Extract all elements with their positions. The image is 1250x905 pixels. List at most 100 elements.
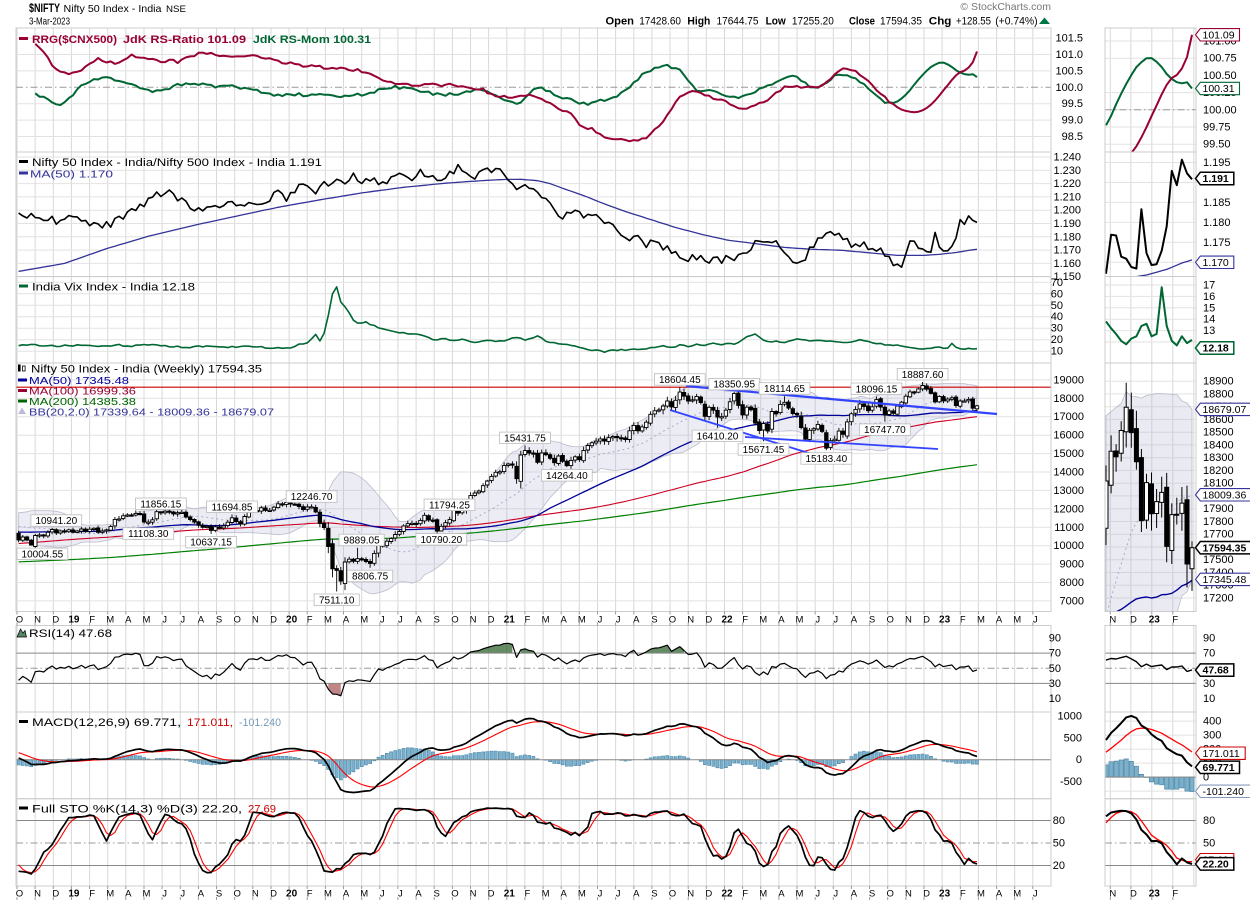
- svg-text:BB(20,2.0) 17339.64 - 18009.36: BB(20,2.0) 17339.64 - 18009.36 - 18679.0…: [29, 408, 275, 419]
- svg-text:-500: -500: [1060, 776, 1082, 788]
- svg-text:1.240: 1.240: [1053, 152, 1081, 164]
- svg-text:18604.45: 18604.45: [659, 375, 701, 386]
- svg-text:69.771: 69.771: [1203, 762, 1235, 774]
- svg-text:J: J: [162, 889, 167, 900]
- svg-text:Nifty 50 Index - India/Nifty 5: Nifty 50 Index - India/Nifty 500 Index -…: [32, 157, 322, 169]
- svg-text:12000: 12000: [1053, 503, 1084, 515]
- svg-text:7511.10: 7511.10: [319, 595, 355, 606]
- svg-text:12.18: 12.18: [1203, 343, 1229, 355]
- svg-text:10000: 10000: [1053, 540, 1084, 552]
- svg-text:40: 40: [1051, 311, 1063, 323]
- svg-text:JdK RS-Ratio 101.09: JdK RS-Ratio 101.09: [123, 34, 246, 46]
- svg-text:100.0: 100.0: [1055, 82, 1083, 94]
- svg-text:18500: 18500: [1203, 427, 1234, 439]
- svg-text:171.011: 171.011: [1203, 748, 1240, 760]
- svg-text:10790.20: 10790.20: [420, 535, 462, 546]
- svg-text:J: J: [180, 889, 185, 900]
- svg-text:10: 10: [1049, 693, 1061, 705]
- svg-text:101.09: 101.09: [1203, 29, 1235, 41]
- svg-text:18300: 18300: [1203, 452, 1234, 464]
- svg-text:90: 90: [1203, 633, 1215, 645]
- svg-text:18900: 18900: [1203, 376, 1234, 388]
- svg-text:300: 300: [1203, 730, 1221, 742]
- svg-text:16000: 16000: [1053, 430, 1084, 442]
- svg-text:18200: 18200: [1203, 465, 1234, 477]
- svg-text:17428.60: 17428.60: [639, 16, 681, 28]
- svg-text:23: 23: [939, 889, 951, 900]
- svg-text:J: J: [180, 614, 185, 625]
- svg-text:J: J: [616, 889, 621, 900]
- svg-text:13000: 13000: [1053, 485, 1084, 497]
- svg-text:80: 80: [1203, 815, 1215, 827]
- svg-text:J: J: [833, 889, 838, 900]
- svg-text:50: 50: [1053, 838, 1065, 850]
- svg-text:17255.20: 17255.20: [792, 16, 834, 28]
- svg-text:10: 10: [1051, 346, 1063, 358]
- svg-text:18800: 18800: [1203, 388, 1234, 400]
- svg-text:J: J: [598, 614, 603, 625]
- svg-text:47.68: 47.68: [1203, 665, 1229, 677]
- svg-text:1000: 1000: [1058, 711, 1082, 723]
- svg-text:400: 400: [1203, 716, 1221, 728]
- svg-text:1.180: 1.180: [1053, 231, 1081, 243]
- svg-text:17594.35: 17594.35: [880, 16, 922, 28]
- svg-text:-101.240: -101.240: [239, 717, 281, 729]
- svg-text:100.50: 100.50: [1203, 70, 1237, 82]
- svg-text:22: 22: [721, 889, 733, 900]
- svg-text:1.200: 1.200: [1053, 205, 1081, 217]
- svg-text:MA(100) 16999.36: MA(100) 16999.36: [29, 387, 137, 398]
- svg-text:MA(50) 1.170: MA(50) 1.170: [30, 170, 114, 181]
- svg-text:17: 17: [1203, 280, 1215, 292]
- svg-text:1.175: 1.175: [1203, 237, 1231, 249]
- svg-text:RSI(14) 47.68: RSI(14) 47.68: [29, 628, 112, 640]
- svg-text:9889.05: 9889.05: [344, 536, 381, 547]
- svg-text:19: 19: [68, 889, 80, 900]
- svg-text:Nifty 50 Index - India (Weekly: Nifty 50 Index - India (Weekly) 17594.35: [31, 364, 262, 376]
- svg-text:500: 500: [1064, 732, 1082, 744]
- svg-text:70: 70: [1051, 277, 1063, 289]
- svg-text:18350.95: 18350.95: [713, 380, 755, 391]
- svg-text:1.170: 1.170: [1203, 257, 1229, 269]
- svg-text:16: 16: [1203, 291, 1215, 303]
- svg-text:14: 14: [1203, 314, 1215, 326]
- svg-text:1.190: 1.190: [1053, 218, 1081, 230]
- svg-text:(+0.74%): (+0.74%): [995, 16, 1037, 28]
- svg-text:99.50: 99.50: [1203, 139, 1231, 151]
- svg-text:18009.36: 18009.36: [1203, 489, 1247, 501]
- svg-text:17000: 17000: [1053, 411, 1084, 423]
- svg-text:17594.35: 17594.35: [1203, 542, 1247, 554]
- svg-text:21: 21: [504, 614, 516, 625]
- svg-text:3-Mar-2023: 3-Mar-2023: [29, 16, 70, 28]
- svg-text:MACD(12,26,9) 69.771,: MACD(12,26,9) 69.771,: [32, 717, 181, 729]
- svg-text:17345.48: 17345.48: [1203, 574, 1247, 586]
- svg-text:18100: 18100: [1203, 478, 1234, 490]
- svg-text:100.5: 100.5: [1055, 65, 1083, 77]
- svg-text:27.69: 27.69: [248, 804, 276, 816]
- svg-text:19000: 19000: [1053, 374, 1084, 386]
- svg-text:22: 22: [721, 614, 733, 625]
- svg-text:100.75: 100.75: [1203, 53, 1237, 65]
- svg-text:12246.70: 12246.70: [291, 492, 333, 503]
- svg-text:30: 30: [1203, 678, 1215, 690]
- svg-text:MA(200) 14385.38: MA(200) 14385.38: [29, 397, 137, 408]
- svg-text:17500: 17500: [1203, 554, 1234, 566]
- svg-text:16747.70: 16747.70: [864, 425, 906, 436]
- svg-text:1.170: 1.170: [1053, 245, 1081, 257]
- svg-text:14000: 14000: [1053, 467, 1084, 479]
- svg-text:15183.40: 15183.40: [805, 454, 847, 465]
- svg-text:1.191: 1.191: [1203, 173, 1229, 185]
- svg-text:100.00: 100.00: [1203, 104, 1237, 116]
- svg-text:High: High: [687, 16, 710, 28]
- svg-text:101.0: 101.0: [1055, 49, 1083, 61]
- svg-text:J: J: [162, 614, 167, 625]
- svg-text:22.20: 22.20: [1203, 859, 1229, 871]
- svg-text:15: 15: [1203, 302, 1215, 314]
- svg-text:60: 60: [1051, 288, 1063, 300]
- svg-text:Chg: Chg: [929, 16, 952, 28]
- svg-text:0: 0: [1076, 754, 1082, 766]
- svg-text:50: 50: [1051, 300, 1063, 312]
- svg-text:23: 23: [1149, 614, 1161, 625]
- svg-text:11856.15: 11856.15: [140, 499, 181, 510]
- svg-text:8000: 8000: [1060, 577, 1084, 589]
- svg-text:Close: Close: [849, 16, 875, 28]
